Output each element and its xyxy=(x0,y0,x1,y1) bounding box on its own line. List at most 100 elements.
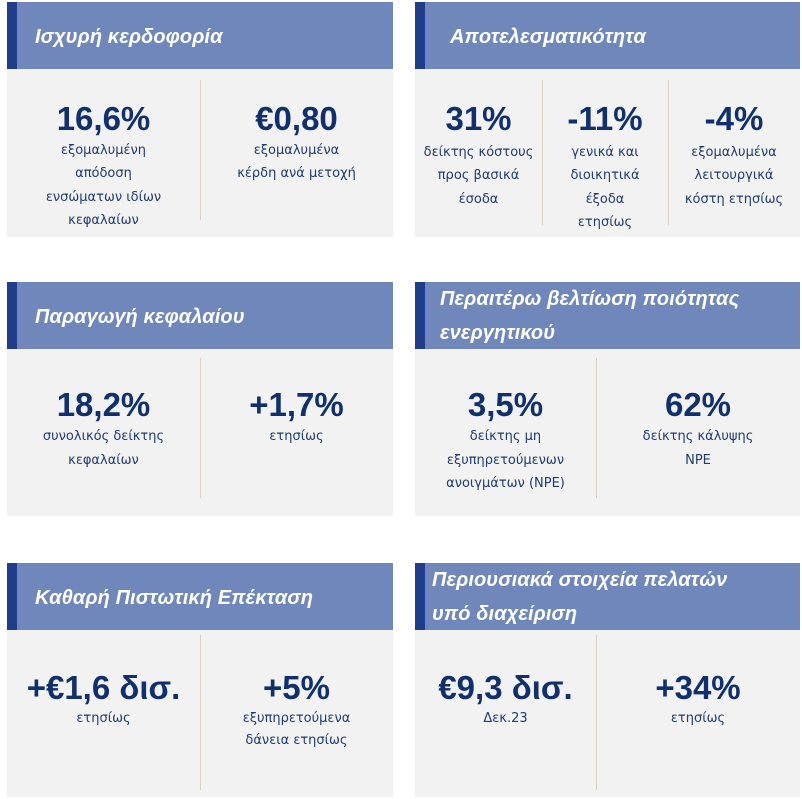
metric-caption: δείκτης κάλυψης NPE xyxy=(596,425,800,472)
metric-value: +34% xyxy=(655,669,741,706)
metric: 62% δείκτης κάλυψης NPE xyxy=(596,385,800,472)
metric-caption: Δεκ.23 xyxy=(415,708,596,730)
metric-caption-line: ετησίως xyxy=(577,214,633,230)
metric-caption-line: προς βασικά xyxy=(437,168,520,184)
metric: +34% ετησίως xyxy=(596,668,800,730)
panel-title: Αποτελεσματικότητα xyxy=(450,26,646,48)
panel-body: €9,3 δισ. Δεκ.23 +34% ετησίως xyxy=(415,630,800,797)
panel-header: Ισχυρή κερδοφορία xyxy=(7,2,393,69)
metric-caption: ετησίως xyxy=(596,708,800,730)
header-accent-bar xyxy=(415,282,425,349)
metric: 31% δείκτης κόστους προς βασικά έσοδα xyxy=(415,99,542,211)
metric-value: +1,7% xyxy=(249,386,344,423)
metric-caption: εξομαλυμένη απόδοση ενσώματων ιδίων κεφα… xyxy=(7,139,200,232)
panel-title-line: Περαιτέρω βελτίωση ποιότητας xyxy=(440,287,740,310)
metric-value: -4% xyxy=(704,100,764,137)
metric-caption-line: λειτουργικά xyxy=(694,168,774,184)
metric-value: 3,5% xyxy=(467,386,544,423)
metric-caption-line: εξομαλυμένη xyxy=(60,143,147,158)
metric-value: 18,2% xyxy=(56,386,151,423)
metric-caption-line: έσοδα xyxy=(458,191,499,207)
metric-caption-line: εξυπηρετούμενα xyxy=(242,711,351,726)
panel-header: Αποτελεσματικότητα xyxy=(415,2,800,69)
metric-caption: δείκτης μη εξυπηρετούμενων ανοιγμάτων (N… xyxy=(415,425,596,496)
metric-caption: δείκτης κόστους προς βασικά έσοδα xyxy=(415,141,542,211)
metric-caption-line: δείκτης μη xyxy=(469,429,542,444)
metric-caption-line: NPE xyxy=(685,452,711,468)
metric-caption: γενικά και διοικητικά έξοδα ετησίως xyxy=(542,141,668,234)
panel-title-line: Περιουσιακά στοιχεία πελατών xyxy=(432,568,728,591)
metric-caption: εξομαλυμένα κέρδη ανά μετοχή xyxy=(200,139,393,186)
panel-title-line: ενεργητικού xyxy=(440,321,556,344)
panel-title: Ισχυρή κερδοφορία xyxy=(35,26,223,48)
column-divider xyxy=(596,358,597,498)
metric-caption-line: κέρδη ανά μετοχή xyxy=(237,166,356,182)
panel-body: 3,5% δείκτης μη εξυπηρετούμενων ανοιγμάτ… xyxy=(415,349,800,516)
metric-caption-line: ετησίως xyxy=(76,711,131,726)
header-accent-bar xyxy=(415,563,425,630)
metric-value: 16,6% xyxy=(56,100,151,137)
metric: 18,2% συνολικός δείκτης κεφαλαίων xyxy=(7,385,200,472)
header-accent-bar xyxy=(415,2,425,69)
panel-body: 31% δείκτης κόστους προς βασικά έσοδα -1… xyxy=(415,69,800,237)
metric-caption-line: κεφαλαίων xyxy=(68,212,139,228)
metric-caption-line: ενσώματων ιδίων xyxy=(45,189,162,205)
metric-caption-line: δείκτης κάλυψης xyxy=(642,429,754,444)
panel-title: Παραγωγή κεφαλαίου xyxy=(35,306,245,328)
metric-caption: ετησίως xyxy=(200,425,393,449)
metric-caption-line: κόστη ετησίως xyxy=(684,191,784,207)
metric: 16,6% εξομαλυμένη απόδοση ενσώματων ιδίω… xyxy=(7,99,200,232)
panel-header: Παραγωγή κεφαλαίου xyxy=(7,282,393,349)
metric-value: 62% xyxy=(664,386,732,423)
metric: +€1,6 δισ. ετησίως xyxy=(7,668,200,730)
metric-caption: εξυπηρετούμενα δάνεια ετησίως xyxy=(200,708,393,752)
panel-body: +€1,6 δισ. ετησίως +5% εξυπηρετούμενα δά… xyxy=(7,630,393,797)
panel-capital-generation: Παραγωγή κεφαλαίου 18,2% συνολικός δείκτ… xyxy=(7,282,393,516)
panel-title-line: υπό διαχείριση xyxy=(432,602,578,625)
metric-caption-line: συνολικός δείκτης xyxy=(42,429,165,444)
metric-caption-line: ετησίως xyxy=(670,711,726,726)
panel-strong-profitability: Ισχυρή κερδοφορία 16,6% εξομαλυμένη απόδ… xyxy=(7,2,393,237)
metric-caption-line: ετησίως xyxy=(269,429,324,444)
metric-caption-line: απόδοση xyxy=(75,166,132,182)
metric-caption-line: εξομαλυμένα xyxy=(691,145,777,160)
metric: +5% εξυπηρετούμενα δάνεια ετησίως xyxy=(200,668,393,752)
panel-net-credit-expansion: Καθαρή Πιστωτική Επέκταση +€1,6 δισ. ετη… xyxy=(7,563,393,797)
metric-caption-line: εξομαλυμένα xyxy=(253,143,340,158)
metric-caption-line: εξυπηρετούμενων xyxy=(446,452,565,468)
metric-caption-line: διοικητικά xyxy=(570,168,640,184)
metric-caption-line: δάνεια ετησίως xyxy=(245,733,348,748)
panel-efficiency: Αποτελεσματικότητα 31% δείκτης κόστους π… xyxy=(415,2,800,237)
header-accent-bar xyxy=(7,2,17,69)
metric: €9,3 δισ. Δεκ.23 xyxy=(415,668,596,730)
panel-header: Περιουσιακά στοιχεία πελατών υπό διαχείρ… xyxy=(415,563,800,630)
panel-asset-quality: Περαιτέρω βελτίωση ποιότητας ενεργητικού… xyxy=(415,282,800,516)
metric-value: €9,3 δισ. xyxy=(438,669,573,706)
metric-caption-line: κεφαλαίων xyxy=(68,452,139,468)
metric-caption: ετησίως xyxy=(7,708,200,730)
metric-caption: εξομαλυμένα λειτουργικά κόστη ετησίως xyxy=(668,141,800,211)
metric-caption-line: έξοδα xyxy=(585,191,625,207)
metric-value: -11% xyxy=(567,100,643,137)
column-divider xyxy=(542,80,543,225)
column-divider xyxy=(200,635,201,790)
column-divider xyxy=(596,635,597,790)
metric-value: 31% xyxy=(445,100,512,137)
panel-title: Καθαρή Πιστωτική Επέκταση xyxy=(35,587,314,609)
panel-header: Καθαρή Πιστωτική Επέκταση xyxy=(7,563,393,630)
panel-assets-under-management: Περιουσιακά στοιχεία πελατών υπό διαχείρ… xyxy=(415,563,800,797)
header-accent-bar xyxy=(7,282,17,349)
metric-caption-line: Δεκ.23 xyxy=(483,711,528,726)
column-divider xyxy=(200,358,201,498)
panel-header: Περαιτέρω βελτίωση ποιότητας ενεργητικού xyxy=(415,282,800,349)
column-divider xyxy=(668,80,669,225)
column-divider xyxy=(200,80,201,220)
metric: €0,80 εξομαλυμένα κέρδη ανά μετοχή xyxy=(200,99,393,186)
metric-caption-line: δείκτης κόστους xyxy=(423,145,534,160)
panel-body: 18,2% συνολικός δείκτης κεφαλαίων +1,7% … xyxy=(7,349,393,516)
metric: +1,7% ετησίως xyxy=(200,385,393,449)
metric-value: +€1,6 δισ. xyxy=(26,669,181,706)
metric-caption-line: γενικά και xyxy=(571,145,639,160)
panel-body: 16,6% εξομαλυμένη απόδοση ενσώματων ιδίω… xyxy=(7,69,393,237)
metric-caption-line: ανοιγμάτων (NPE) xyxy=(446,476,565,491)
